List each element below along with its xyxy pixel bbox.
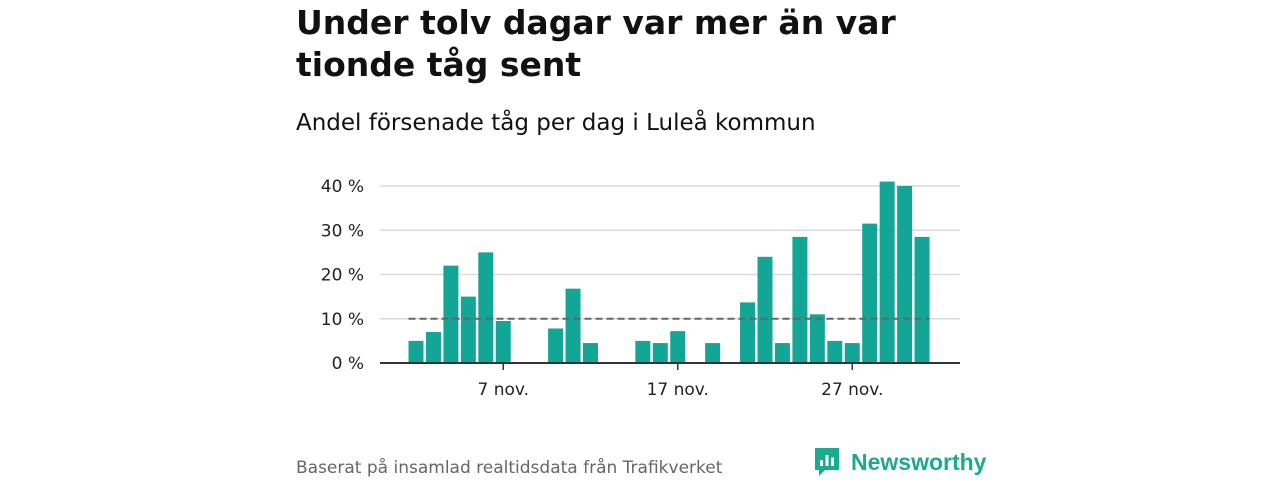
bar	[652, 343, 668, 363]
bar	[670, 331, 686, 363]
bar	[583, 343, 598, 363]
chart-subtitle: Andel försenade tåg per dag i Luleå komm…	[296, 110, 816, 136]
bar	[548, 328, 564, 363]
bar	[897, 186, 913, 363]
y-tick-label: 30 %	[321, 221, 364, 241]
bar	[635, 340, 651, 363]
brand-logo[interactable]: Newsworthy	[813, 446, 986, 478]
bar	[408, 340, 424, 363]
bar	[757, 256, 773, 363]
newsworthy-logo-icon	[815, 448, 839, 476]
x-axis: 7 nov. 17 nov. 27 nov.	[380, 362, 960, 400]
bar	[705, 343, 721, 363]
bar	[827, 340, 843, 363]
y-tick-label: 20 %	[321, 266, 364, 286]
bar	[478, 252, 494, 363]
bar	[460, 296, 476, 363]
bar	[774, 343, 790, 363]
y-tick-label: 40 %	[321, 177, 364, 197]
bar	[809, 314, 825, 363]
bar	[862, 223, 878, 363]
y-axis-labels: 0 % 10 % 20 % 30 % 40 %	[321, 177, 364, 374]
x-tick-label: 27 nov.	[821, 380, 883, 400]
bars	[408, 181, 930, 363]
bar	[914, 236, 930, 363]
bar	[792, 236, 808, 363]
x-tick-label: 7 nov.	[477, 380, 529, 400]
bar	[443, 265, 459, 363]
bar	[740, 302, 756, 363]
source-note: Baserat på insamlad realtidsdata från Tr…	[296, 458, 723, 478]
bar	[495, 320, 511, 363]
bar	[844, 343, 860, 363]
x-tick-label: 17 nov.	[647, 380, 709, 400]
chart-title: Under tolv dagar var mer än var tionde t…	[296, 3, 896, 84]
y-tick-label: 10 %	[321, 310, 364, 330]
bar	[565, 288, 581, 363]
y-tick-label: 0 %	[332, 354, 364, 374]
brand-name: Newsworthy	[851, 449, 987, 475]
bar	[879, 181, 895, 363]
bar	[425, 332, 441, 363]
